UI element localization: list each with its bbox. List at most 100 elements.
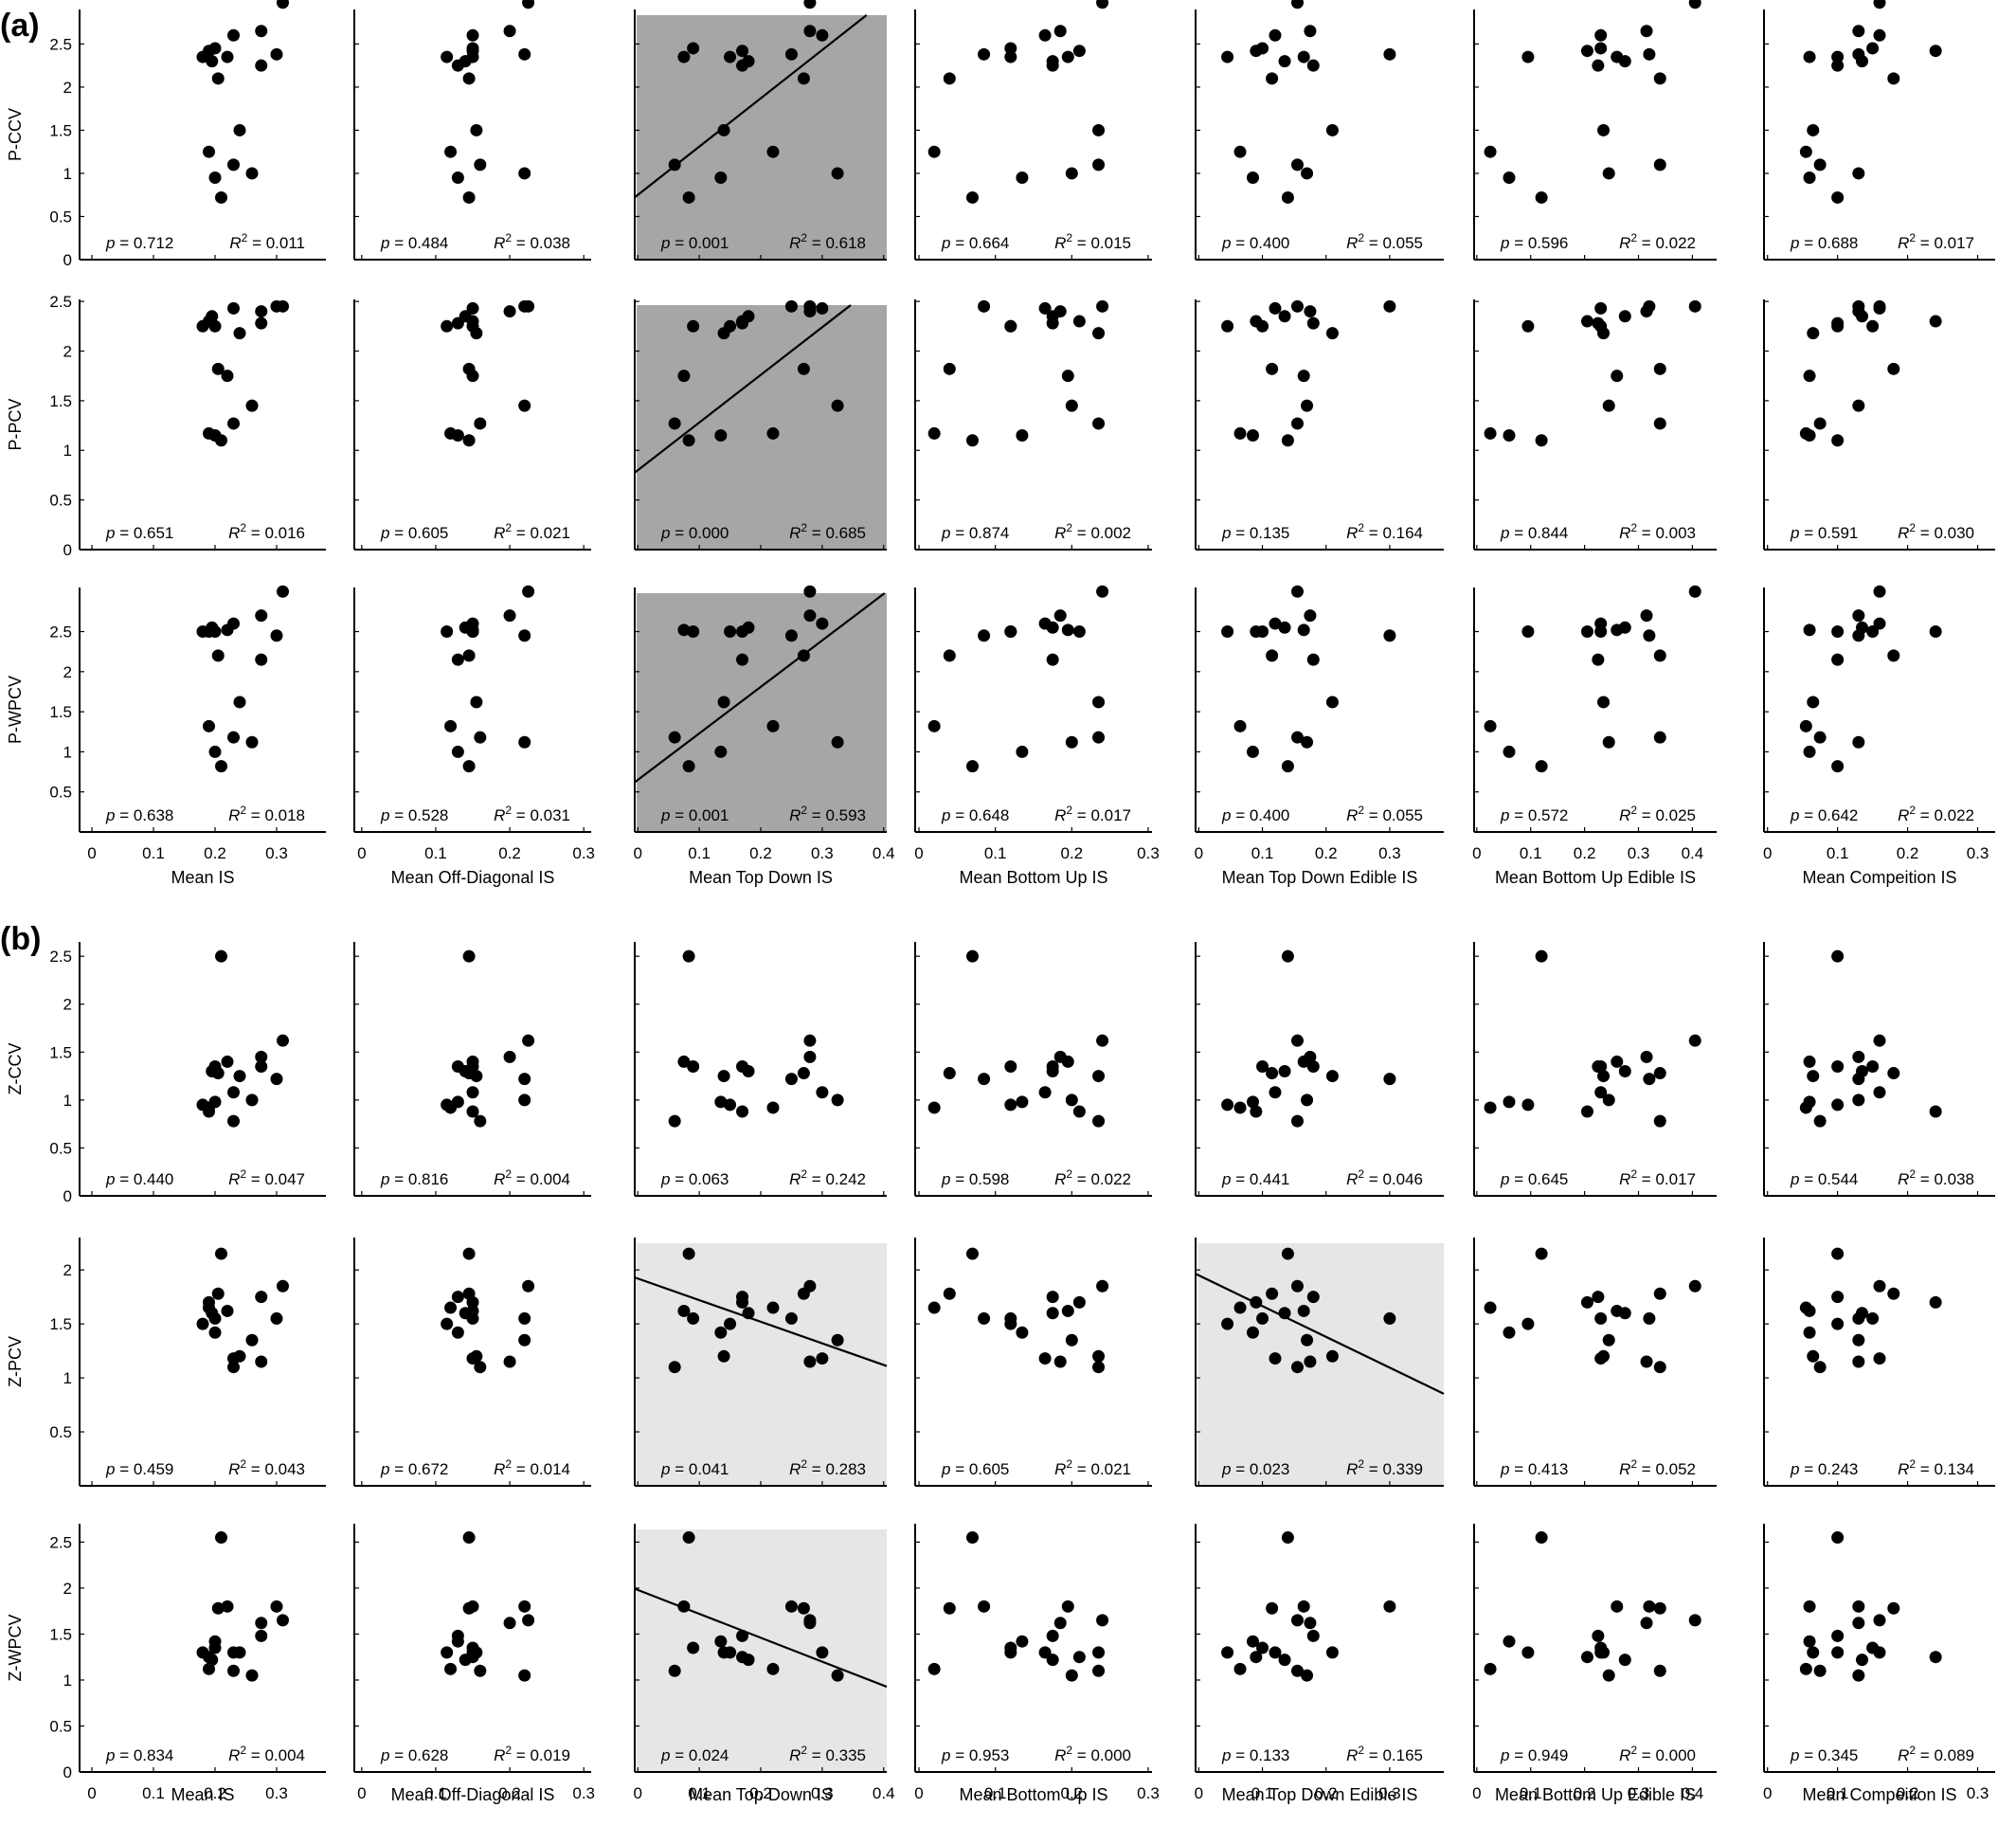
data-point	[208, 42, 222, 55]
data-point	[451, 1326, 464, 1339]
subplot-z-ccv-col5: p = 0.441 R2 = 0.046	[1195, 942, 1444, 1197]
data-point	[221, 1055, 234, 1068]
data-point	[1611, 1600, 1624, 1613]
data-point	[1594, 1086, 1608, 1099]
y-tick-label: 1.5	[49, 1315, 72, 1333]
data-point	[736, 1651, 749, 1664]
data-point	[1873, 28, 1886, 42]
data-point	[255, 25, 268, 38]
data-point	[736, 1105, 749, 1118]
r-squared-label: R2 = 0.164	[1346, 521, 1423, 542]
data-point	[466, 1105, 479, 1118]
data-point	[1503, 429, 1516, 443]
r-squared-label: R2 = 0.134	[1898, 1457, 1974, 1478]
x-tick-label: 0.1	[424, 1784, 447, 1802]
data-point	[943, 362, 956, 375]
data-point	[1061, 1304, 1074, 1317]
data-point	[1092, 417, 1106, 430]
x-axis-label: Mean Top Down Edible IS	[1222, 1785, 1418, 1804]
data-point	[1256, 1311, 1269, 1325]
data-point	[1813, 1664, 1827, 1677]
data-point	[1653, 72, 1666, 85]
data-point	[978, 1600, 991, 1613]
data-point	[677, 1304, 691, 1317]
data-point	[668, 1361, 681, 1374]
subplot-z-ccv-col7: p = 0.544 R2 = 0.038	[1763, 942, 1995, 1197]
data-point	[1807, 327, 1820, 340]
data-point	[518, 735, 531, 749]
data-point	[451, 1059, 464, 1073]
data-point	[1061, 50, 1074, 63]
data-point	[470, 123, 483, 136]
p-value-label: p = 0.001	[660, 234, 729, 252]
subplot-z-pcv-col4: p = 0.605 R2 = 0.021	[914, 1238, 1152, 1487]
data-point	[1297, 50, 1310, 63]
data-point	[687, 1641, 700, 1654]
r-squared-label: R2 = 0.055	[1346, 231, 1423, 252]
data-point	[1016, 1095, 1029, 1109]
x-tick-label: 0.1	[688, 1784, 711, 1802]
data-point	[668, 417, 681, 430]
subplot-p-pcv-col4: p = 0.874 R2 = 0.002	[914, 299, 1152, 551]
data-point	[1065, 1333, 1078, 1347]
data-point	[518, 299, 531, 313]
data-point	[255, 1355, 268, 1368]
data-point	[1290, 299, 1304, 313]
y-tick-label: 2	[63, 79, 72, 97]
data-point	[1535, 1247, 1548, 1260]
data-point	[1096, 585, 1109, 598]
x-tick-label: 0.2	[204, 1784, 226, 1802]
data-point	[1233, 1662, 1247, 1675]
y-tick-label: 0.5	[49, 1717, 72, 1735]
data-point	[816, 1646, 829, 1659]
p-value-label: p = 0.024	[660, 1746, 729, 1764]
data-point	[233, 327, 246, 340]
y-tick-label: 2.5	[49, 35, 72, 53]
data-point	[1873, 1034, 1886, 1047]
r-squared-label: R2 = 0.685	[789, 521, 866, 542]
r-squared-label: R2 = 0.016	[228, 521, 305, 542]
data-point	[522, 1614, 535, 1627]
x-tick-label: 0	[634, 1784, 642, 1802]
data-point	[441, 319, 454, 333]
data-point	[466, 1600, 479, 1613]
data-point	[831, 399, 844, 412]
data-point	[784, 47, 798, 61]
y-tick-label: 1.5	[49, 703, 72, 721]
data-point	[1484, 1662, 1497, 1675]
p-value-label: p = 0.459	[105, 1460, 173, 1478]
data-point	[1813, 417, 1827, 430]
data-point	[965, 1247, 979, 1260]
data-point	[518, 1311, 531, 1325]
data-point	[1688, 1279, 1701, 1293]
subplot-p-ccv-col1: 0 0.5 1 1.5 2 2.5 p = 0.712 R2 = 0.011	[49, 0, 326, 269]
data-point	[943, 649, 956, 662]
data-point	[245, 399, 259, 412]
x-axis-label: Mean IS	[171, 868, 234, 887]
p-value-label: p = 0.844	[1500, 524, 1568, 542]
x-tick-label: 0.2	[204, 844, 226, 862]
data-point	[1592, 1059, 1605, 1073]
data-point	[1873, 1279, 1886, 1293]
data-point	[1246, 1095, 1259, 1109]
data-point	[1831, 1646, 1845, 1659]
data-point	[831, 735, 844, 749]
p-value-label: p = 0.001	[660, 806, 729, 824]
y-tick-label: 0	[63, 1187, 72, 1205]
data-point	[1503, 1326, 1516, 1339]
y-tick-label: 1	[63, 1092, 72, 1110]
data-point	[203, 1295, 215, 1309]
data-point	[518, 1600, 531, 1613]
data-point	[470, 1646, 483, 1659]
data-point	[736, 45, 749, 58]
r-squared-label: R2 = 0.004	[494, 1167, 570, 1188]
data-point	[682, 1531, 695, 1545]
data-point	[797, 362, 810, 375]
data-point	[470, 1070, 483, 1083]
data-point	[1096, 1279, 1109, 1293]
data-point	[470, 696, 483, 709]
p-value-label: p = 0.638	[105, 806, 173, 824]
data-point	[444, 426, 458, 440]
data-point	[978, 629, 991, 642]
data-point	[1929, 1295, 1942, 1309]
